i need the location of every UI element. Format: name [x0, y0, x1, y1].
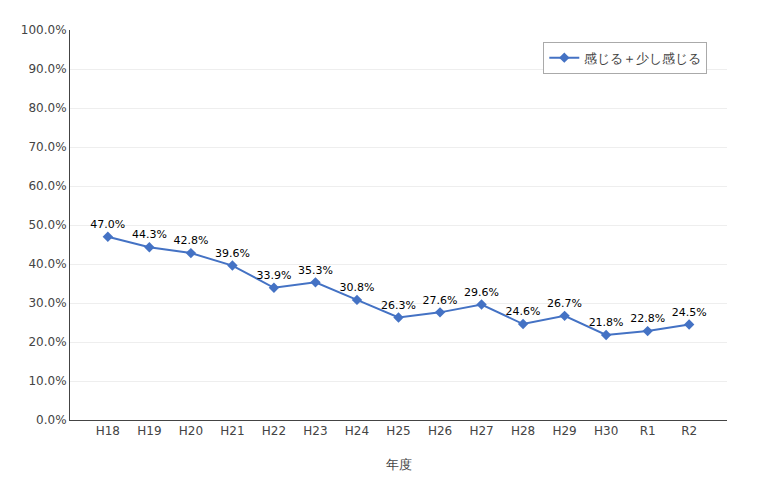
svg-text:20.0%: 20.0% — [28, 335, 66, 349]
svg-text:50.0%: 50.0% — [28, 218, 66, 232]
svg-text:30.8%: 30.8% — [340, 281, 375, 294]
svg-text:0.0%: 0.0% — [36, 413, 67, 427]
svg-text:年度: 年度 — [386, 457, 412, 472]
svg-text:26.7%: 26.7% — [547, 297, 582, 310]
svg-text:47.0%: 47.0% — [90, 218, 125, 231]
svg-text:90.0%: 90.0% — [28, 62, 66, 76]
svg-text:70.0%: 70.0% — [28, 140, 66, 154]
svg-text:H29: H29 — [552, 424, 576, 438]
svg-text:44.3%: 44.3% — [132, 228, 167, 241]
svg-text:100.0%: 100.0% — [21, 23, 67, 37]
svg-text:80.0%: 80.0% — [28, 101, 66, 115]
svg-text:H19: H19 — [137, 424, 161, 438]
svg-text:H23: H23 — [303, 424, 327, 438]
svg-text:H28: H28 — [511, 424, 535, 438]
svg-text:H30: H30 — [594, 424, 618, 438]
svg-text:24.6%: 24.6% — [506, 305, 541, 318]
svg-text:H18: H18 — [96, 424, 120, 438]
svg-text:H26: H26 — [428, 424, 452, 438]
svg-text:27.6%: 27.6% — [423, 294, 458, 307]
svg-text:感じる＋少し感じる: 感じる＋少し感じる — [584, 51, 701, 66]
svg-text:35.3%: 35.3% — [298, 264, 333, 277]
svg-text:H22: H22 — [262, 424, 286, 438]
svg-text:21.8%: 21.8% — [589, 316, 624, 329]
svg-text:42.8%: 42.8% — [173, 234, 208, 247]
svg-text:40.0%: 40.0% — [28, 257, 66, 271]
svg-text:H20: H20 — [179, 424, 203, 438]
svg-text:60.0%: 60.0% — [28, 179, 66, 193]
svg-text:H24: H24 — [345, 424, 369, 438]
svg-text:10.0%: 10.0% — [28, 374, 66, 388]
svg-text:R1: R1 — [640, 424, 656, 438]
svg-text:39.6%: 39.6% — [215, 247, 250, 260]
svg-text:24.5%: 24.5% — [672, 306, 707, 319]
svg-text:29.6%: 29.6% — [464, 286, 499, 299]
svg-text:33.9%: 33.9% — [256, 269, 291, 282]
svg-text:30.0%: 30.0% — [28, 296, 66, 310]
svg-text:R2: R2 — [681, 424, 697, 438]
svg-text:H25: H25 — [386, 424, 410, 438]
svg-text:H21: H21 — [220, 424, 244, 438]
svg-text:26.3%: 26.3% — [381, 299, 416, 312]
svg-text:H27: H27 — [469, 424, 493, 438]
svg-text:22.8%: 22.8% — [630, 312, 665, 325]
